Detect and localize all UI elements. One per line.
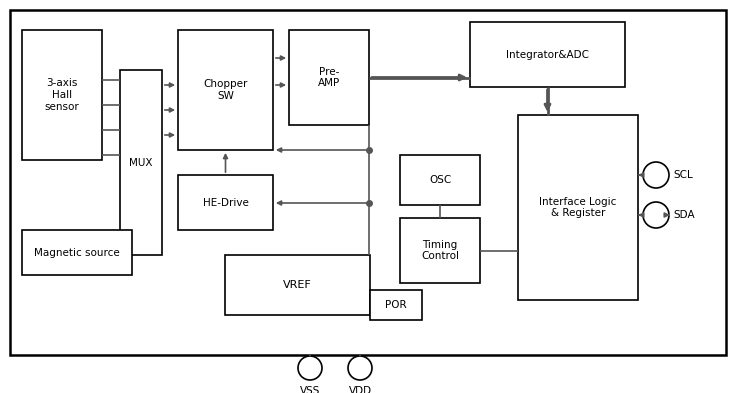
Circle shape <box>298 356 322 380</box>
Bar <box>178 175 273 230</box>
Text: MUX: MUX <box>129 158 153 167</box>
Bar <box>370 290 422 320</box>
Text: VREF: VREF <box>283 280 312 290</box>
Text: SCL: SCL <box>673 170 693 180</box>
Text: VSS: VSS <box>300 386 320 393</box>
Bar <box>178 30 273 150</box>
Circle shape <box>643 202 669 228</box>
Text: 3-axis
Hall
sensor: 3-axis Hall sensor <box>45 78 79 112</box>
Text: Integrator&ADC: Integrator&ADC <box>506 50 589 59</box>
Text: Timing
Control: Timing Control <box>421 240 459 261</box>
Bar <box>120 70 162 255</box>
Text: Pre-
AMP: Pre- AMP <box>318 67 340 88</box>
Bar <box>10 10 726 355</box>
Bar <box>400 218 480 283</box>
Circle shape <box>348 356 372 380</box>
Text: Chopper
SW: Chopper SW <box>204 79 248 101</box>
Text: Magnetic source: Magnetic source <box>34 248 120 257</box>
Text: SDA: SDA <box>673 210 695 220</box>
Bar <box>289 30 369 125</box>
Bar <box>400 155 480 205</box>
Bar <box>22 30 102 160</box>
Text: Interface Logic
& Register: Interface Logic & Register <box>539 197 617 218</box>
Bar <box>225 255 370 315</box>
Bar <box>470 22 625 87</box>
Text: POR: POR <box>385 300 407 310</box>
Text: HE-Drive: HE-Drive <box>203 198 248 208</box>
Circle shape <box>643 162 669 188</box>
Text: VDD: VDD <box>348 386 372 393</box>
Bar <box>22 230 132 275</box>
Text: OSC: OSC <box>429 175 451 185</box>
Bar <box>518 115 638 300</box>
